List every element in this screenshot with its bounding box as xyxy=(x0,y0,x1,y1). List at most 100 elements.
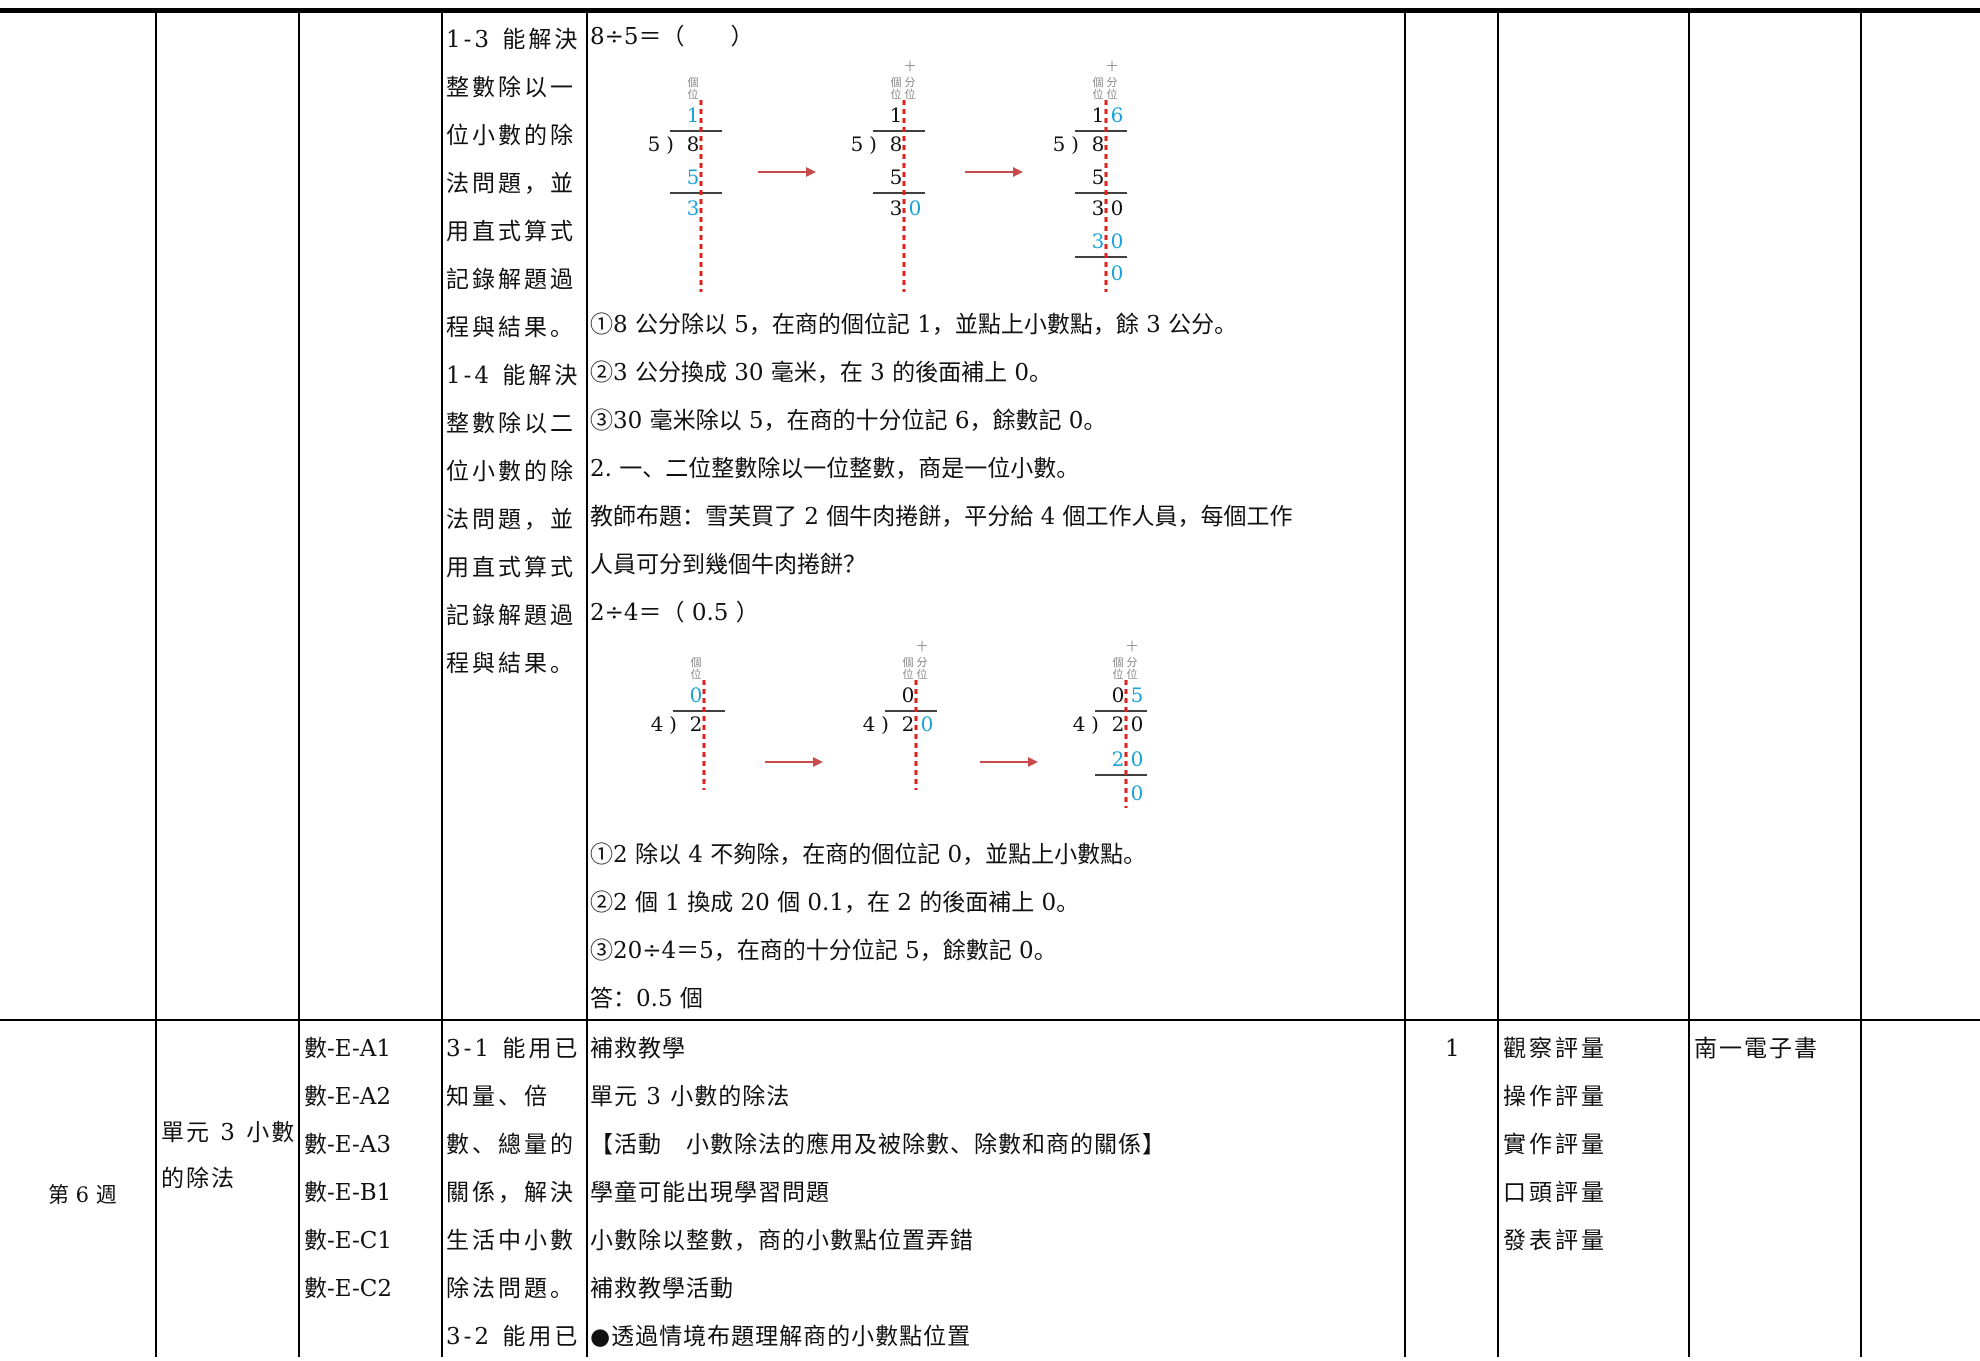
resource-label: 南一電子書 xyxy=(1694,1036,1819,1062)
divisor: 4 xyxy=(863,712,876,736)
appended-zero: 0 xyxy=(1111,196,1124,220)
quotient-digit: 6 xyxy=(1111,103,1124,127)
dividend: 2 xyxy=(902,712,915,736)
svg-text:位: 位 xyxy=(891,87,902,101)
long-division-8-div-5-step3: 十 個 分 位 位 1 6 5 ) 8 5 3 0 3 0 0 xyxy=(1053,59,1127,292)
header-ones: 位 xyxy=(688,87,699,101)
step-text: ③20÷4＝5，在商的十分位記 5，餘數記 0。 xyxy=(590,938,1057,964)
unit-name-line: 單元 3 小數 xyxy=(161,1120,297,1146)
arrow-icon xyxy=(965,167,1023,177)
long-division-8-div-5-step2: 十 個 分 位 位 1 5 ) 8 5 3 0 xyxy=(851,59,925,292)
objective-line: 數、總量的 xyxy=(446,1132,576,1158)
header-ones: 個 xyxy=(891,76,902,89)
objective-line: 整數除以一 xyxy=(446,75,576,101)
objective-line: 記錄解題過 xyxy=(446,267,576,293)
content-line: 【活動 小數除法的應用及被除數、除數和商的關係】 xyxy=(590,1132,1166,1158)
svg-text:位: 位 xyxy=(691,667,702,681)
arrow-icon xyxy=(758,167,816,177)
answer-text: 答：0.5 個 xyxy=(590,986,703,1012)
objective-line: 生活中小數 xyxy=(446,1228,576,1254)
objective-line: 法問題，並 xyxy=(446,171,576,197)
svg-text:位: 位 xyxy=(1093,87,1104,101)
column-divider xyxy=(1497,10,1499,1357)
column-divider xyxy=(155,10,157,1357)
step-text: ②3 公分換成 30 毫米，在 3 的後面補上 0。 xyxy=(590,360,1053,386)
objective-line: 程與結果。 xyxy=(446,315,576,341)
period-count: 1 xyxy=(1445,1036,1460,1062)
long-division-2-div-4-step3: 十 個 分 位 位 0 5 4 ) 2 0 2 0 0 xyxy=(1073,639,1147,808)
header-tenths: 十 xyxy=(905,59,916,73)
appended-zero: 0 xyxy=(921,712,934,736)
dividend: 2 xyxy=(690,712,703,736)
long-division-2-div-4-step1: 個 位 0 4 ) 2 xyxy=(651,656,725,790)
quotient-digit: 1 xyxy=(890,103,903,127)
content-line: 補救教學 xyxy=(590,1036,686,1062)
arrow-icon xyxy=(765,757,823,767)
quotient-digit: 0 xyxy=(1112,683,1125,707)
competency-code: 數-E-C1 xyxy=(304,1228,392,1254)
dividend: 8 xyxy=(1092,132,1105,156)
divisor: 5 xyxy=(648,132,661,156)
unit-name-line: 的除法 xyxy=(161,1166,236,1192)
division-bracket: ) xyxy=(1071,132,1079,156)
content-line: 學童可能出現學習問題 xyxy=(590,1180,830,1206)
problem-text: 教師布題：雪芙買了 2 個牛肉捲餅，平分給 4 個工作人員，每個工作 xyxy=(590,504,1293,530)
division-bracket: ) xyxy=(669,712,677,736)
learning-objectives-col: 1-3 能解決 整數除以一 位小數的除 法問題，並 用直式算式 記錄解題過 程與… xyxy=(446,16,580,688)
svg-text:個: 個 xyxy=(691,656,702,669)
remainder: 3 xyxy=(687,196,700,220)
assessment-item: 口頭評量 xyxy=(1503,1180,1607,1206)
arrow-icon xyxy=(980,757,1038,767)
competency-code: 數-E-A1 xyxy=(304,1036,392,1062)
competency-code: 數-E-B1 xyxy=(304,1180,392,1206)
quotient-digit: 5 xyxy=(1131,683,1144,707)
appended-zero: 0 xyxy=(909,196,922,220)
assessment-item: 發表評量 xyxy=(1503,1228,1607,1254)
objective-line: 位小數的除 xyxy=(446,459,576,485)
division-bracket: ) xyxy=(1091,712,1099,736)
svg-text:十: 十 xyxy=(1127,639,1138,653)
divisor: 4 xyxy=(651,712,664,736)
divisor: 5 xyxy=(1053,132,1066,156)
learning-objectives-col: 3-1 能用已 知量、倍 數、總量的 關係，解決 生活中小數 除法問題。 3-2… xyxy=(446,1025,580,1361)
product: 0 xyxy=(1111,229,1124,253)
quotient-digit: 1 xyxy=(1092,103,1105,127)
svg-text:個: 個 xyxy=(903,656,914,669)
competency-code: 數-E-A2 xyxy=(304,1084,392,1110)
product: 5 xyxy=(890,165,903,189)
table-border-top xyxy=(0,8,1980,13)
content-line: 補救教學活動 xyxy=(590,1276,734,1302)
objective-line: 法問題，並 xyxy=(446,507,576,533)
competency-codes: 數-E-A1 數-E-A2 數-E-A3 數-E-B1 數-E-C1 數-E-C… xyxy=(304,1025,392,1313)
svg-text:十: 十 xyxy=(917,639,928,653)
column-divider xyxy=(586,10,588,1357)
section-title: 2. 一、二位整數除以一位整數，商是一位小數。 xyxy=(590,456,1080,482)
long-division-2-div-4-step2: 十 個 分 位 位 0 4 ) 2 0 xyxy=(863,639,937,790)
objective-line: 1-4 能解決 xyxy=(446,363,581,389)
objective-line: 知量、倍 xyxy=(446,1084,550,1110)
week-label: 第 6 週 xyxy=(48,1183,117,1207)
svg-text:位: 位 xyxy=(1107,87,1118,101)
objective-line: 位小數的除 xyxy=(446,123,576,149)
svg-text:個: 個 xyxy=(1093,76,1104,89)
content-line: 小數除以整數，商的小數點位置弄錯 xyxy=(590,1228,974,1254)
long-division-8-div-5-step1: 個 位 1 5 ) 8 5 3 xyxy=(648,76,722,292)
competency-code: 數-E-A3 xyxy=(304,1132,392,1158)
equation-2: 2÷4＝（ 0.5 ） xyxy=(590,600,759,626)
svg-text:位: 位 xyxy=(903,667,914,681)
objective-line: 除法問題。 xyxy=(446,1276,576,1302)
dividend: 8 xyxy=(890,132,903,156)
column-divider xyxy=(1860,10,1862,1357)
assessment-col: 觀察評量 操作評量 實作評量 口頭評量 發表評量 xyxy=(1503,1025,1607,1265)
svg-text:十: 十 xyxy=(1107,59,1118,73)
column-divider xyxy=(441,10,443,1357)
column-divider xyxy=(1404,10,1406,1357)
objective-line: 關係，解決 xyxy=(446,1180,576,1206)
product: 2 xyxy=(1112,747,1125,771)
divisor: 5 xyxy=(851,132,864,156)
header-ones: 個 xyxy=(688,76,699,89)
content-line: 單元 3 小數的除法 xyxy=(590,1084,791,1110)
svg-text:位: 位 xyxy=(905,87,916,101)
objective-line: 3-1 能用已 xyxy=(446,1036,581,1062)
content-line: ●透過情境布題理解商的小數點位置 xyxy=(590,1324,972,1350)
